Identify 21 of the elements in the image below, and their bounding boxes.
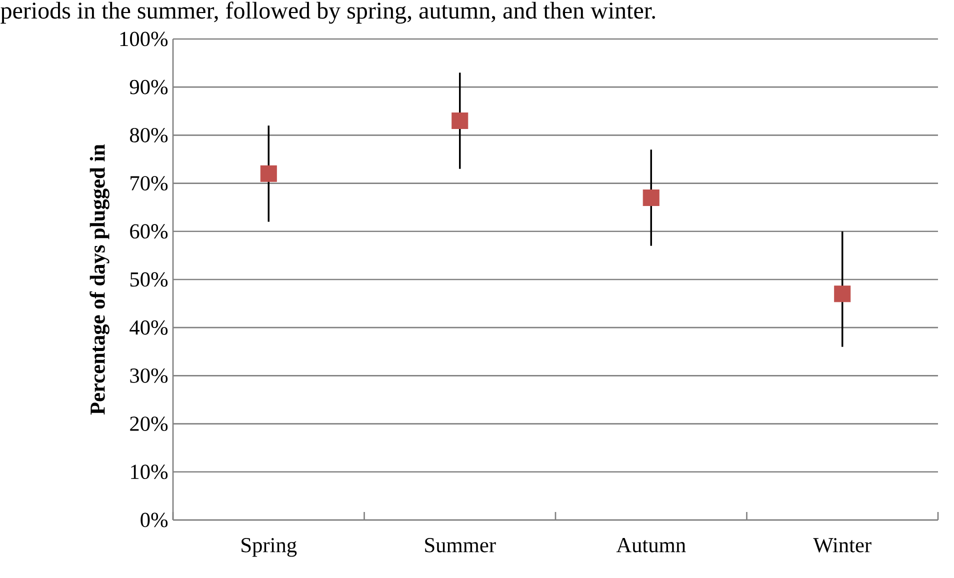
y-tick-label: 30% <box>130 368 168 383</box>
text: periods in the summer, followed by spring, autumn, and then winter. <box>0 2 655 24</box>
point <box>642 189 660 206</box>
y-tick-label: 20% <box>130 416 168 432</box>
x-tick-label: Spring <box>242 538 297 557</box>
point <box>452 112 468 130</box>
x-tick-label: Autumn <box>616 538 686 552</box>
y-tick-label: 10% <box>131 464 168 480</box>
y-tick-label: 50% <box>130 272 168 287</box>
y-tick-label: 100% <box>120 32 168 46</box>
x-tick-label: Summer <box>425 538 496 552</box>
y-tick-label: 70% <box>130 176 168 191</box>
y-tick-label: 40% <box>130 320 168 335</box>
y-axis-title: Percentage of days plugged in <box>90 144 110 415</box>
point <box>260 165 277 182</box>
x-tick-label: Winter <box>813 538 872 552</box>
y-tick-label: 0% <box>140 512 168 528</box>
y-tick-label: 90% <box>130 80 168 94</box>
y-tick-label: 60% <box>130 224 168 239</box>
y-tick-label: 80% <box>130 128 168 142</box>
point <box>834 286 851 302</box>
